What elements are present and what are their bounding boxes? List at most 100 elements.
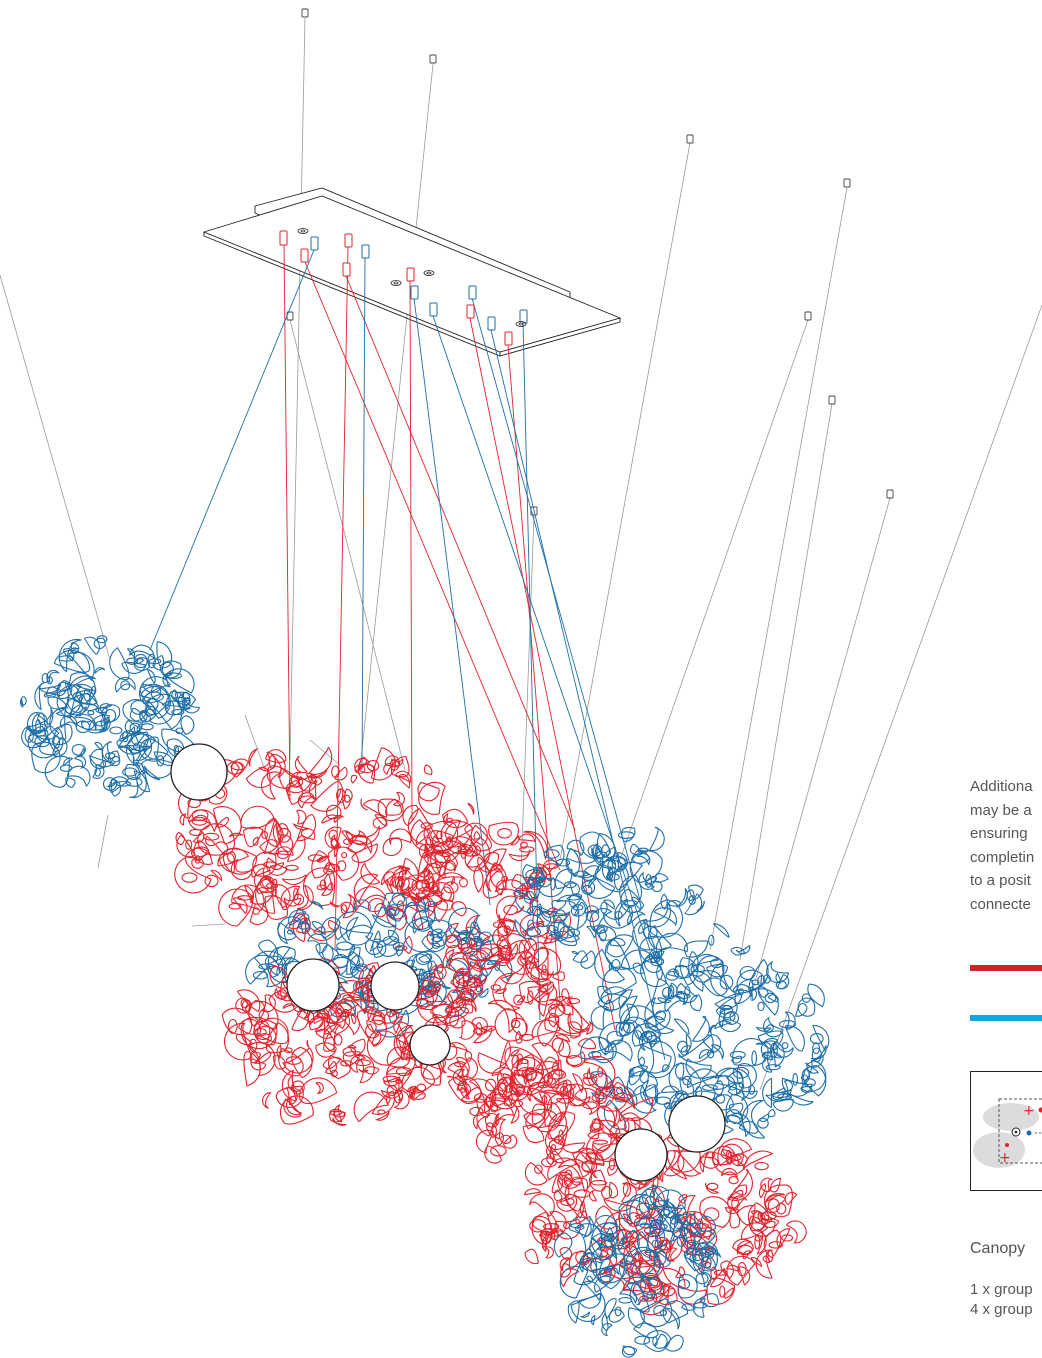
lattice-cell	[523, 1188, 542, 1196]
lattice-cell	[594, 859, 629, 893]
lattice-cell	[741, 1222, 769, 1240]
lattice-cell	[94, 667, 106, 674]
lattice-cell	[537, 1016, 560, 1047]
lattice-cell	[481, 959, 497, 977]
lattice-cell	[442, 948, 455, 968]
lattice-cell	[644, 1188, 656, 1198]
lattice-cell	[53, 649, 91, 673]
lattice-cell	[491, 1067, 515, 1085]
lattice-cell	[640, 1274, 654, 1286]
lattice-cell	[130, 731, 145, 746]
lattice-cell	[765, 1192, 786, 1203]
lattice-hole	[519, 1033, 535, 1041]
lattice-cell	[296, 884, 314, 911]
lattice-cell	[282, 1003, 296, 1009]
lattice-cell	[179, 813, 187, 826]
lattice-cell	[545, 919, 565, 944]
lattice-hole	[276, 850, 289, 860]
lattice-cell	[247, 1042, 276, 1076]
lattice-cell	[775, 972, 782, 984]
lattice-cell	[353, 1054, 375, 1084]
lattice-cell	[386, 904, 406, 920]
lattice-cell	[618, 1204, 648, 1233]
lattice-hole	[484, 1078, 497, 1092]
lattice-cell	[619, 1112, 641, 1133]
lattice-cell	[595, 1087, 628, 1112]
lattice-cell	[124, 763, 141, 781]
lattice-hole	[656, 965, 663, 980]
lattice-hole	[194, 855, 201, 864]
lattice-hole	[133, 653, 148, 669]
lattice-cell	[702, 1034, 722, 1053]
lattice-cell	[432, 1003, 450, 1018]
lattice-cell	[248, 747, 259, 767]
lattice-cell	[651, 978, 671, 1005]
lattice-hole	[202, 832, 220, 841]
lattice-cell	[667, 1150, 701, 1173]
lattice-cell	[683, 940, 709, 958]
lattice-hole	[120, 680, 131, 691]
lattice-cell	[720, 1167, 738, 1180]
lattice-cell	[98, 716, 111, 733]
lattice-cell	[294, 756, 308, 774]
lattice-hole	[601, 1185, 613, 1200]
lattice-cell	[467, 802, 475, 815]
lattice-cell	[128, 644, 155, 660]
lattice-cell	[139, 676, 171, 702]
lattice-cell	[660, 893, 668, 910]
lattice-cell	[180, 715, 195, 735]
lattice-cell	[350, 774, 358, 784]
lattice-cell	[618, 1199, 651, 1224]
lattice-cell	[580, 950, 596, 969]
lattice-cell	[146, 668, 156, 685]
lattice-cell	[622, 1345, 638, 1356]
lattice-cell	[634, 1023, 646, 1041]
lattice-hole	[508, 1083, 526, 1096]
lattice-hole	[53, 735, 61, 749]
lattice-hole	[454, 970, 470, 984]
lattice-cell	[585, 1020, 594, 1035]
lattice-cell	[699, 1151, 710, 1173]
lattice-cell	[582, 1247, 598, 1274]
lattice-cell	[674, 1266, 686, 1279]
installation-note: Additiona may be a ensuring completin to…	[970, 775, 1034, 916]
lattice-cell	[637, 1043, 672, 1074]
lattice-cell	[691, 953, 720, 969]
lattice-cell	[287, 1075, 302, 1092]
lattice-hole	[391, 892, 406, 906]
lattice-cell	[723, 1287, 734, 1299]
lattice-cell	[388, 904, 400, 917]
lattice-hole	[530, 881, 545, 887]
lattice-cell	[545, 844, 565, 866]
lattice-cell	[314, 1006, 331, 1032]
lattice-cell	[385, 798, 403, 816]
lattice-cell	[762, 1057, 773, 1073]
lattice-cell	[763, 1040, 785, 1068]
lattice-cell	[526, 905, 543, 916]
lattice-hole	[582, 1101, 598, 1110]
lattice-cell	[806, 1063, 819, 1074]
lattice-hole	[634, 1335, 651, 1345]
lattice-cell	[535, 920, 545, 926]
lattice-hole	[581, 880, 596, 895]
lattice-hole	[374, 903, 387, 918]
lattice-cell	[644, 875, 658, 886]
lattice-cell	[418, 953, 433, 963]
lattice-cell	[333, 814, 345, 823]
lattice-cell	[494, 1007, 527, 1042]
lattice-cell	[424, 836, 435, 859]
lattice-hole	[778, 1020, 797, 1029]
lattice-cell	[320, 916, 341, 939]
lattice-cell	[197, 823, 235, 856]
lattice-cell	[423, 764, 433, 775]
lattice-cell	[311, 774, 323, 786]
lattice-cell	[511, 1071, 547, 1096]
lattice-cell	[331, 992, 364, 1009]
lattice-cell	[653, 1333, 668, 1349]
lattice-hole	[283, 1047, 293, 1054]
lattice-cell	[628, 1065, 649, 1086]
lattice-cell	[421, 870, 435, 893]
lattice-cell	[330, 834, 342, 849]
lattice-hole	[651, 880, 663, 893]
